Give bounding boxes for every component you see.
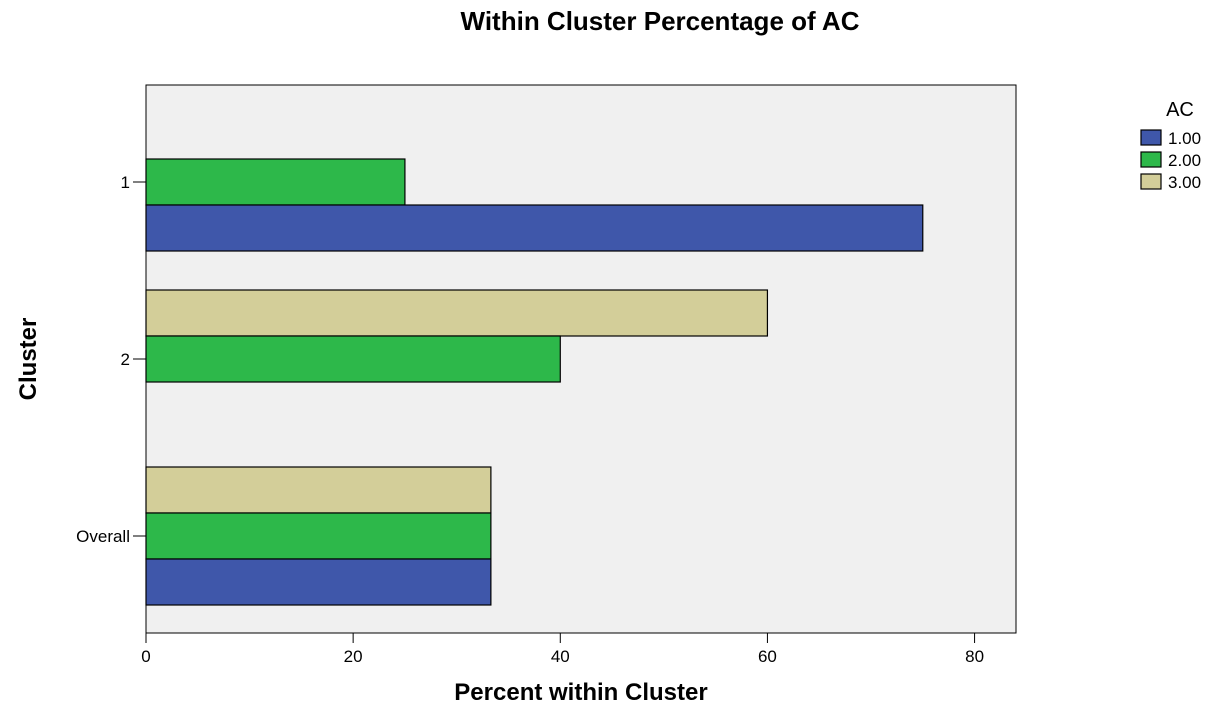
x-tick-label: 40 <box>551 647 570 666</box>
legend-swatch-2.00 <box>1140 151 1162 168</box>
bar-overall-series-1.00 <box>145 558 492 606</box>
x-tick-label: 20 <box>344 647 363 666</box>
bar-1-series-1.00 <box>145 204 924 252</box>
bar-2-series-2.00 <box>145 335 561 383</box>
bar-overall-series-3.00 <box>145 466 492 514</box>
x-tick-label: 80 <box>965 647 984 666</box>
bar-overall-series-2.00 <box>145 512 492 560</box>
y-axis-title: Cluster <box>15 318 42 401</box>
bar-2-series-3.00 <box>145 289 769 337</box>
legend: AC 1.00 2.00 3.00 <box>1140 99 1201 192</box>
x-tick-label: 60 <box>758 647 777 666</box>
legend-label-3.00: 3.00 <box>1168 173 1201 192</box>
bars-group <box>145 158 924 606</box>
x-tick-label: 0 <box>141 647 150 666</box>
x-axis-title: Percent within Cluster <box>454 679 707 704</box>
legend-swatch-1.00 <box>1140 129 1162 146</box>
chart-title: Within Cluster Percentage of AC <box>461 6 860 36</box>
y-axis: 1 2 Overall <box>76 173 146 546</box>
legend-label-1.00: 1.00 <box>1168 129 1201 148</box>
y-tick-label: 2 <box>121 350 130 369</box>
legend-title: AC <box>1166 99 1194 121</box>
y-tick-label: Overall <box>76 527 130 546</box>
legend-swatch-3.00 <box>1140 173 1162 190</box>
bar-1-series-2.00 <box>145 158 406 206</box>
y-tick-label: 1 <box>121 173 130 192</box>
x-axis: 0 20 40 60 80 <box>141 633 984 666</box>
legend-label-2.00: 2.00 <box>1168 151 1201 170</box>
